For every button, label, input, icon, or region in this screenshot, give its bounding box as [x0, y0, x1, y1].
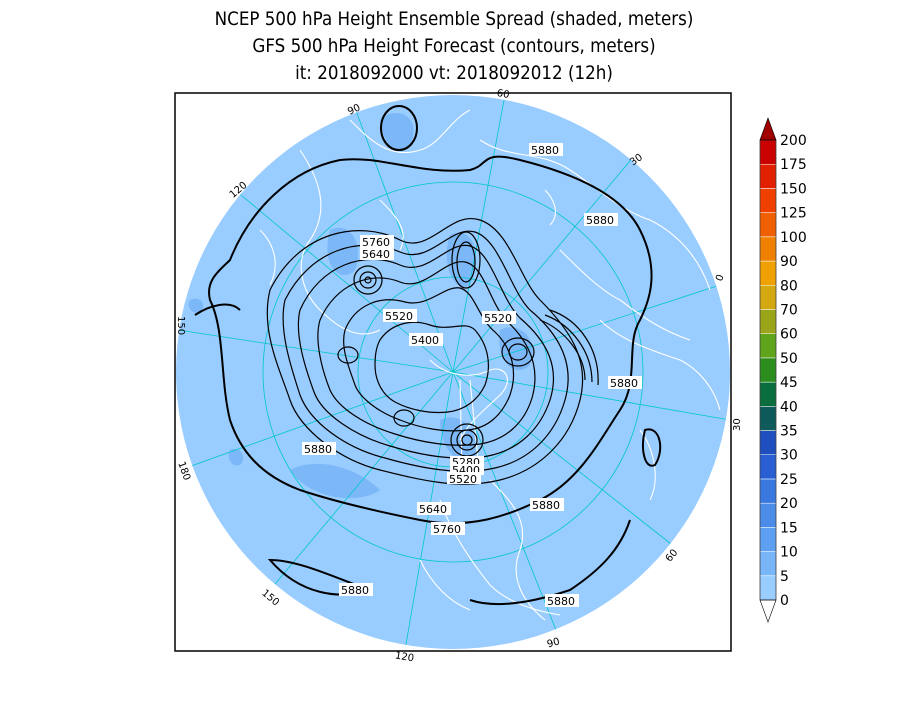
contour-label: 5760: [433, 523, 461, 536]
title-line-2: GFS 500 hPa Height Forecast (contours, m…: [252, 35, 656, 57]
contour-label: 5880: [586, 214, 614, 227]
colorbar-segment: [759, 188, 777, 213]
colorbar-tick-label: 50: [780, 351, 798, 367]
colorbar-tick-label: 15: [780, 520, 798, 536]
contour-label: 5520: [385, 310, 413, 323]
colorbar-segment: [759, 406, 777, 431]
lon-label: 90: [546, 636, 561, 650]
colorbar-segment: [759, 527, 777, 552]
colorbar-segment: [759, 430, 777, 455]
colorbar-tick-label: 25: [780, 472, 798, 488]
colorbar-tick-label: 0: [780, 593, 789, 609]
height-contours: [194, 105, 662, 606]
lon-label: 90: [346, 102, 362, 117]
colorbar-tick-label: 20: [780, 496, 798, 512]
colorbar: 0 5 10 15 20 25 30 35 40 45 50 60 70 80 90 100 125 150 175…: [759, 117, 807, 623]
lon-label: 60: [496, 88, 510, 101]
colorbar-segment: [759, 454, 777, 480]
colorbar-tick-label: 175: [780, 157, 807, 173]
contour-label: 5520: [484, 312, 512, 325]
colorbar-min-arrow: [759, 599, 777, 623]
lon-label: 0: [714, 273, 727, 283]
contour-label: 5520: [449, 473, 477, 486]
colorbar-segment: [759, 357, 777, 383]
colorbar-segment: [759, 236, 777, 262]
colorbar-segment: [759, 260, 777, 286]
contour-label: 5880: [547, 595, 575, 608]
colorbar-segment: [759, 381, 777, 407]
colorbar-tick-label: 60: [780, 327, 798, 343]
colorbar-segment: [759, 212, 777, 238]
lon-label: 120: [394, 650, 415, 664]
colorbar-tick-label: 70: [780, 302, 798, 318]
colorbar-segment: [759, 285, 777, 310]
colorbar-tick-label: 150: [780, 181, 807, 197]
contour-label: 5880: [304, 443, 332, 456]
colorbar-segment: [759, 163, 777, 189]
lon-label: 150: [175, 316, 186, 335]
contour-label: 5760: [362, 236, 390, 249]
colorbar-max-arrow: [759, 117, 777, 141]
colorbar-tick-label: 200: [780, 133, 807, 149]
colorbar-segment: [759, 575, 777, 601]
colorbar-tick-label: 80: [780, 278, 798, 294]
contour-label: 5880: [531, 144, 559, 157]
colorbar-tick-label: 10: [780, 545, 798, 561]
colorbar-segment: [759, 309, 777, 334]
colorbar-tick-label: 40: [780, 399, 798, 415]
title-line-3: it: 2018092000 vt: 2018092012 (12h): [295, 62, 613, 84]
spread-shading: [188, 112, 533, 499]
contour-label: 5640: [419, 503, 447, 516]
colorbar-segment: [759, 139, 777, 165]
title-line-1: NCEP 500 hPa Height Ensemble Spread (sha…: [214, 8, 694, 30]
colorbar-tick-label: 90: [780, 254, 798, 270]
contour-labels: 5880 5880 5760 5640 5520 5520 5400 5880 …: [302, 143, 642, 608]
colorbar-outline: [759, 139, 777, 601]
colorbar-tick-label: 45: [780, 375, 798, 391]
chart-title-block: NCEP 500 hPa Height Ensemble Spread (sha…: [0, 6, 908, 87]
contour-label: 5640: [362, 248, 390, 261]
contour-label: 5880: [610, 377, 638, 390]
contour-label: 5880: [532, 499, 560, 512]
contour-label: 5880: [341, 584, 369, 597]
colorbar-tick-label: 35: [780, 424, 798, 440]
colorbar-tick-label: 5: [780, 569, 789, 585]
colorbar-tick-label: 30: [780, 448, 798, 464]
contour-label: 5400: [411, 334, 439, 347]
colorbar-tick-label: 125: [780, 206, 807, 222]
colorbar-segment: [759, 551, 777, 577]
lon-label: 30: [732, 418, 743, 431]
colorbar-segment: [759, 502, 777, 528]
colorbar-tick-label: 100: [780, 230, 807, 246]
colorbar-segment: [759, 478, 777, 504]
colorbar-segment: [759, 333, 777, 359]
